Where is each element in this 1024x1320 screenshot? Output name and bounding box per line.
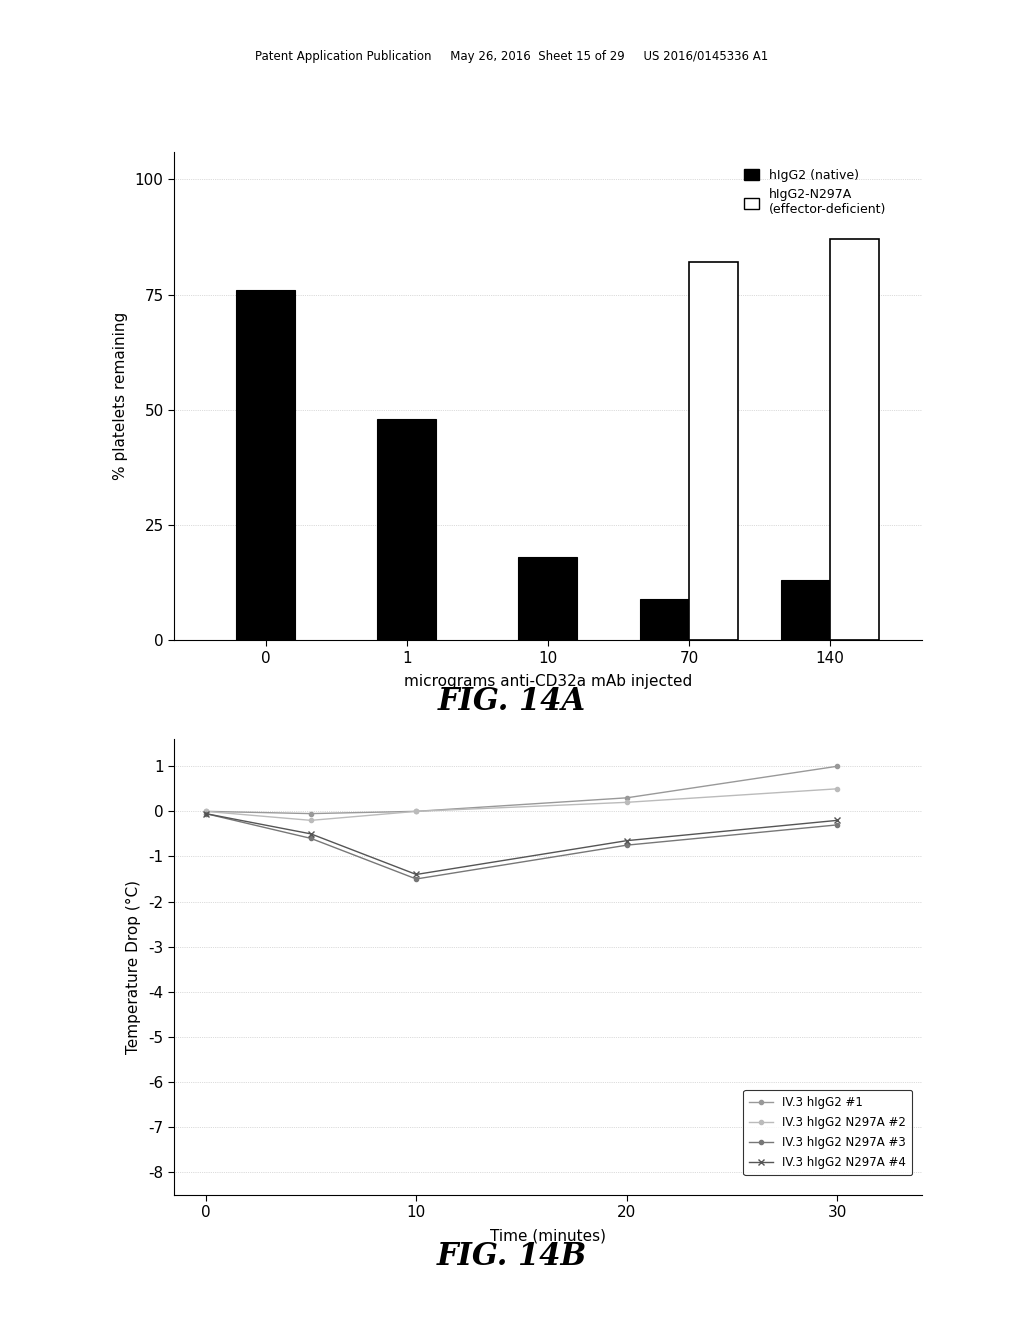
IV.3 hIgG2 #1	[621, 789, 633, 805]
IV.3 hIgG2 #1	[831, 758, 844, 774]
IV.3 hIgG2 N297A #2	[621, 795, 633, 810]
Text: Patent Application Publication     May 26, 2016  Sheet 15 of 29     US 2016/0145: Patent Application Publication May 26, 2…	[255, 50, 769, 63]
Y-axis label: % platelets remaining: % platelets remaining	[113, 312, 128, 480]
Legend: IV.3 hIgG2 #1, IV.3 hIgG2 N297A #2, IV.3 hIgG2 N297A #3, IV.3 hIgG2 N297A #4: IV.3 hIgG2 #1, IV.3 hIgG2 N297A #2, IV.3…	[743, 1090, 912, 1175]
IV.3 hIgG2 #1	[305, 805, 317, 821]
IV.3 hIgG2 N297A #4	[831, 812, 844, 828]
X-axis label: Time (minutes): Time (minutes)	[489, 1229, 606, 1243]
IV.3 hIgG2 N297A #4	[410, 866, 422, 882]
Bar	[689, 263, 738, 640]
X-axis label: micrograms anti-CD32a mAb injected: micrograms anti-CD32a mAb injected	[403, 675, 692, 689]
IV.3 hIgG2 N297A #3	[305, 830, 317, 846]
Bar	[780, 581, 829, 640]
IV.3 hIgG2 N297A #2	[305, 812, 317, 828]
IV.3 hIgG2 N297A #3	[621, 837, 633, 853]
IV.3 hIgG2 N297A #2	[831, 781, 844, 797]
Legend: hIgG2 (native), hIgG2-N297A
(effector-deficient): hIgG2 (native), hIgG2-N297A (effector-de…	[738, 162, 893, 223]
IV.3 hIgG2 N297A #2	[200, 804, 212, 820]
IV.3 hIgG2 N297A #4	[305, 826, 317, 842]
Bar	[640, 599, 689, 640]
Bar	[237, 290, 295, 640]
Text: FIG. 14A: FIG. 14A	[438, 686, 586, 717]
Text: FIG. 14B: FIG. 14B	[437, 1241, 587, 1271]
Line: IV.3 hIgG2 N297A #2: IV.3 hIgG2 N297A #2	[204, 787, 840, 822]
IV.3 hIgG2 N297A #4	[621, 833, 633, 849]
IV.3 hIgG2 #1	[200, 804, 212, 820]
Line: IV.3 hIgG2 #1: IV.3 hIgG2 #1	[204, 764, 840, 816]
IV.3 hIgG2 N297A #3	[410, 871, 422, 887]
Y-axis label: Temperature Drop (°C): Temperature Drop (°C)	[126, 880, 141, 1053]
IV.3 hIgG2 N297A #2	[410, 804, 422, 820]
Bar	[377, 418, 436, 640]
IV.3 hIgG2 N297A #4	[200, 805, 212, 821]
Bar	[829, 239, 880, 640]
Line: IV.3 hIgG2 N297A #3: IV.3 hIgG2 N297A #3	[204, 812, 840, 880]
Bar	[518, 557, 578, 640]
IV.3 hIgG2 N297A #3	[831, 817, 844, 833]
IV.3 hIgG2 N297A #3	[200, 805, 212, 821]
Line: IV.3 hIgG2 N297A #4: IV.3 hIgG2 N297A #4	[203, 810, 840, 878]
IV.3 hIgG2 #1	[410, 804, 422, 820]
